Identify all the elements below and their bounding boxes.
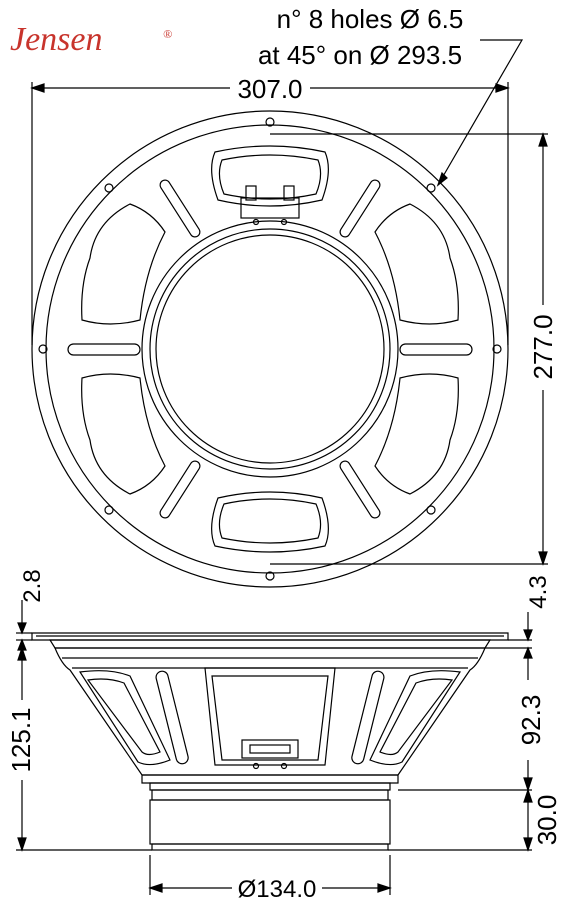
spoke-slots: [67, 179, 473, 519]
brand-registered-mark: ®: [163, 27, 172, 41]
terminals: [240, 185, 300, 226]
magnet-bottom-plate: [151, 843, 389, 851]
basket-outline: [54, 647, 486, 776]
magnet: [149, 799, 391, 845]
cone-ring: [149, 228, 391, 470]
outer-rim: [31, 110, 509, 588]
inner-rim: [45, 124, 495, 574]
dim-magnet-height: 30.0: [532, 795, 562, 846]
magnet-top-plate: [151, 789, 389, 801]
basket-windows: [81, 145, 459, 553]
mounting-holes: [38, 117, 502, 581]
side-view: 2.8 125.1 4.3 92.3 30.0 Ø134.0: [6, 569, 562, 903]
dim-magnet-diameter: Ø134.0: [238, 876, 317, 900]
holes-note-line2: at 45° on Ø 293.5: [258, 40, 462, 70]
cone-outer: [141, 220, 399, 478]
jensen-logo: Jensen ®: [10, 21, 172, 58]
brand-name: Jensen: [10, 21, 103, 58]
holes-leader-arrow: [436, 171, 448, 187]
dim-flange-thickness: 2.8: [19, 569, 46, 602]
gasket: [48, 639, 492, 649]
dim-outer-diameter: 307.0: [237, 74, 302, 104]
dim-gasket-height: 4.3: [525, 575, 552, 608]
dim-total-depth: 125.1: [6, 707, 36, 772]
holes-leader-line: [437, 39, 524, 186]
dim-front-height: 277.0: [528, 314, 558, 379]
front-view: 307.0 277.0: [30, 74, 558, 588]
holes-note-line1: n° 8 holes Ø 6.5: [277, 4, 464, 34]
dim-basket-depth: 92.3: [516, 695, 546, 746]
dust-cap: [155, 234, 385, 464]
